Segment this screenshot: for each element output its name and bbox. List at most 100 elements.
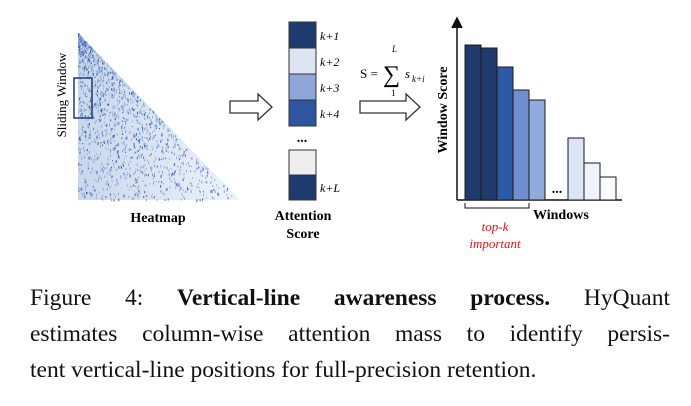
heat-speck [150,168,152,172]
heat-speck [92,114,94,116]
heat-speck [82,129,84,132]
heat-speck [83,68,85,72]
heat-speck [83,61,85,63]
heat-speck [98,179,100,182]
heat-speck [158,180,160,183]
heat-speck [137,100,139,103]
heat-speck [134,197,135,199]
heat-speck [144,184,146,187]
heat-speck [175,140,177,143]
heat-speck [101,162,103,166]
heat-speck [115,72,117,76]
heat-speck [104,67,106,69]
heat-speck [137,119,139,123]
heat-speck [141,156,143,158]
heat-speck [122,133,123,135]
window-bars [464,44,617,201]
heat-speck [134,185,136,187]
heat-speck [152,115,154,119]
heat-speck [114,184,116,187]
heat-speck [109,112,111,114]
heat-speck [137,127,139,131]
formula-sum: ∑ [383,62,400,88]
heat-speck [182,154,184,158]
heat-speck [139,112,141,115]
heat-speck [80,35,82,38]
caption-text: HyQuant [583,285,670,311]
heat-speck [110,119,112,122]
heat-speck [151,121,153,125]
heat-speck [113,193,115,196]
heat-speck [112,88,114,92]
heat-speck [107,63,108,65]
heat-speck [218,193,220,196]
heat-speck [84,131,86,133]
formula-lhs: S = [360,66,378,81]
heat-speck [179,172,181,176]
heat-speck [144,191,146,194]
heat-speck [90,192,92,196]
heat-speck [181,154,183,156]
heat-speck [78,48,80,51]
heat-speck [81,156,83,158]
heat-speck [123,101,125,104]
heat-speck [203,191,204,193]
heat-speck [86,149,88,152]
heat-speck [112,160,113,162]
heat-speck [175,183,177,186]
heat-speck [125,155,127,158]
heat-speck [189,182,191,185]
heat-speck [78,70,80,72]
heat-speck [87,122,89,125]
heat-speck [137,196,139,199]
heat-speck [78,54,80,56]
heat-speck [150,166,151,170]
heat-speck [88,58,90,60]
heat-speck [97,109,99,111]
heat-speck [95,53,97,57]
heat-speck [111,83,113,87]
heat-speck [168,173,170,175]
heat-speck [125,151,127,153]
heat-speck [91,50,93,53]
heat-speck [88,60,90,62]
heat-speck [123,143,125,146]
heat-speck [105,75,107,77]
heat-speck [103,108,105,111]
heat-speck [153,181,155,183]
heat-speck [83,108,85,111]
heat-speck [83,101,85,104]
heat-speck [123,117,124,119]
heat-speck [142,130,143,133]
heat-speck [99,84,101,87]
heat-speck [112,77,114,80]
heat-speck [109,132,111,136]
heat-speck [115,76,117,79]
heat-speck [116,88,118,92]
heat-speck [113,199,115,202]
heat-speck [96,85,98,88]
heat-speck [185,149,187,151]
heat-speck [85,134,87,138]
topk-bracket [464,203,530,209]
heat-speck [112,96,114,99]
heat-speck [157,143,159,147]
heat-speck [150,195,152,198]
heat-speck [202,167,204,171]
heat-speck [116,78,118,81]
heat-speck [133,190,135,192]
heat-speck [143,103,145,106]
heat-speck [132,92,134,96]
heat-speck [152,178,154,180]
heat-speck [94,85,96,88]
heat-speck [153,172,155,175]
heat-speck [89,49,91,53]
heat-speck [190,182,192,185]
heat-speck [138,141,140,145]
heat-speck [79,187,81,191]
heat-speck [121,125,123,129]
heat-speck [135,168,137,170]
heat-speck [100,95,102,99]
heat-speck [167,198,169,201]
heat-speck [200,169,202,172]
